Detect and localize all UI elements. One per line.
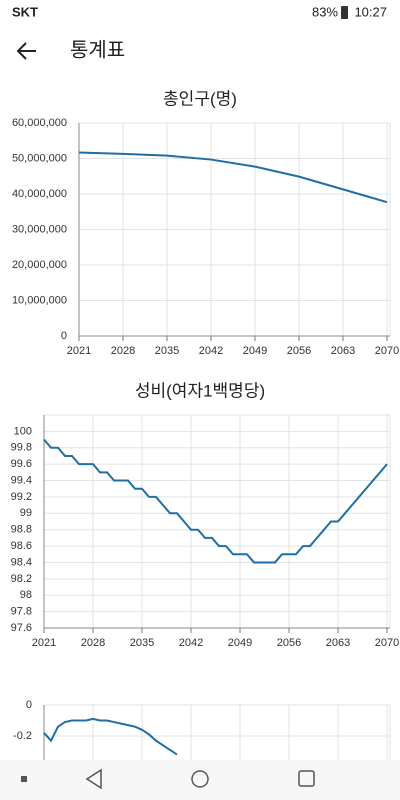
y-tick-label: -0.2 (13, 730, 32, 742)
y-tick-label: 98.4 (11, 556, 32, 568)
x-tick-label: 2063 (326, 637, 350, 649)
back-button[interactable] (16, 42, 36, 60)
y-tick-label: 40,000,000 (12, 188, 67, 200)
x-tick-label: 2070 (375, 637, 399, 649)
chart-title: 총인구(명) (163, 89, 237, 108)
chart-title: 성비(여자1백명당) (135, 381, 265, 400)
chart: 인구성장률 0 -0.2 (13, 673, 391, 760)
chart: 성비(여자1백명당) 97.6 97.8 98 98.2 98.4 98.6 98.8 99 99… (11, 381, 400, 648)
carrier: SKT (12, 4, 38, 19)
battery-icon (341, 6, 348, 19)
x-tick-label: 2049 (228, 637, 252, 649)
y-tick-label: 97.6 (11, 622, 32, 634)
y-tick-label: 50,000,000 (12, 152, 67, 164)
x-tick-label: 2056 (277, 637, 301, 649)
y-tick-label: 99.8 (11, 442, 32, 454)
y-tick-label: 98.2 (11, 573, 32, 585)
x-tick-label: 2028 (81, 637, 105, 649)
y-tick-label: 97.8 (11, 606, 32, 618)
y-tick-label: 98.8 (11, 524, 32, 536)
y-tick-label: 99.2 (11, 491, 32, 503)
chart-title: 인구성장률 (161, 673, 239, 692)
clock: 10:27 (354, 4, 387, 19)
y-tick-label: 99.6 (11, 458, 32, 470)
x-tick-label: 2063 (331, 345, 355, 357)
nav-recent[interactable] (298, 770, 315, 787)
x-tick-label: 2035 (130, 637, 154, 649)
data-line (43, 438, 388, 564)
x-tick-label: 2070 (375, 345, 399, 357)
battery: 83% (312, 4, 338, 19)
nav-menu[interactable] (21, 776, 27, 782)
nav-back[interactable] (85, 768, 102, 790)
y-tick-label: 60,000,000 (12, 117, 67, 129)
data-line (43, 717, 178, 756)
x-tick-label: 2021 (32, 637, 56, 649)
y-tick-label: 0 (61, 330, 67, 342)
y-tick-label: 0 (26, 699, 32, 711)
x-tick-label: 2028 (111, 345, 135, 357)
x-tick-label: 2042 (179, 637, 203, 649)
y-tick-label: 99.4 (11, 474, 32, 486)
chart: 총인구(명) 0 10,000,000 20,000,000 30,000,000 40,… (12, 89, 399, 356)
y-tick-label: 98 (20, 589, 32, 601)
x-tick-label: 2042 (199, 345, 223, 357)
app-title: 통계표 (70, 38, 125, 61)
x-tick-label: 2049 (243, 345, 267, 357)
y-tick-label: 10,000,000 (12, 294, 67, 306)
y-tick-label: 100 (14, 425, 32, 437)
x-tick-label: 2035 (155, 345, 179, 357)
data-line (78, 151, 388, 204)
y-tick-label: 98.6 (11, 540, 32, 552)
x-tick-label: 2056 (287, 345, 311, 357)
x-tick-label: 2021 (67, 345, 91, 357)
y-tick-label: 99 (20, 507, 32, 519)
nav-home[interactable] (191, 770, 209, 788)
y-tick-label: 30,000,000 (12, 223, 67, 235)
nav-bar (0, 760, 400, 800)
y-tick-label: 20,000,000 (12, 259, 67, 271)
